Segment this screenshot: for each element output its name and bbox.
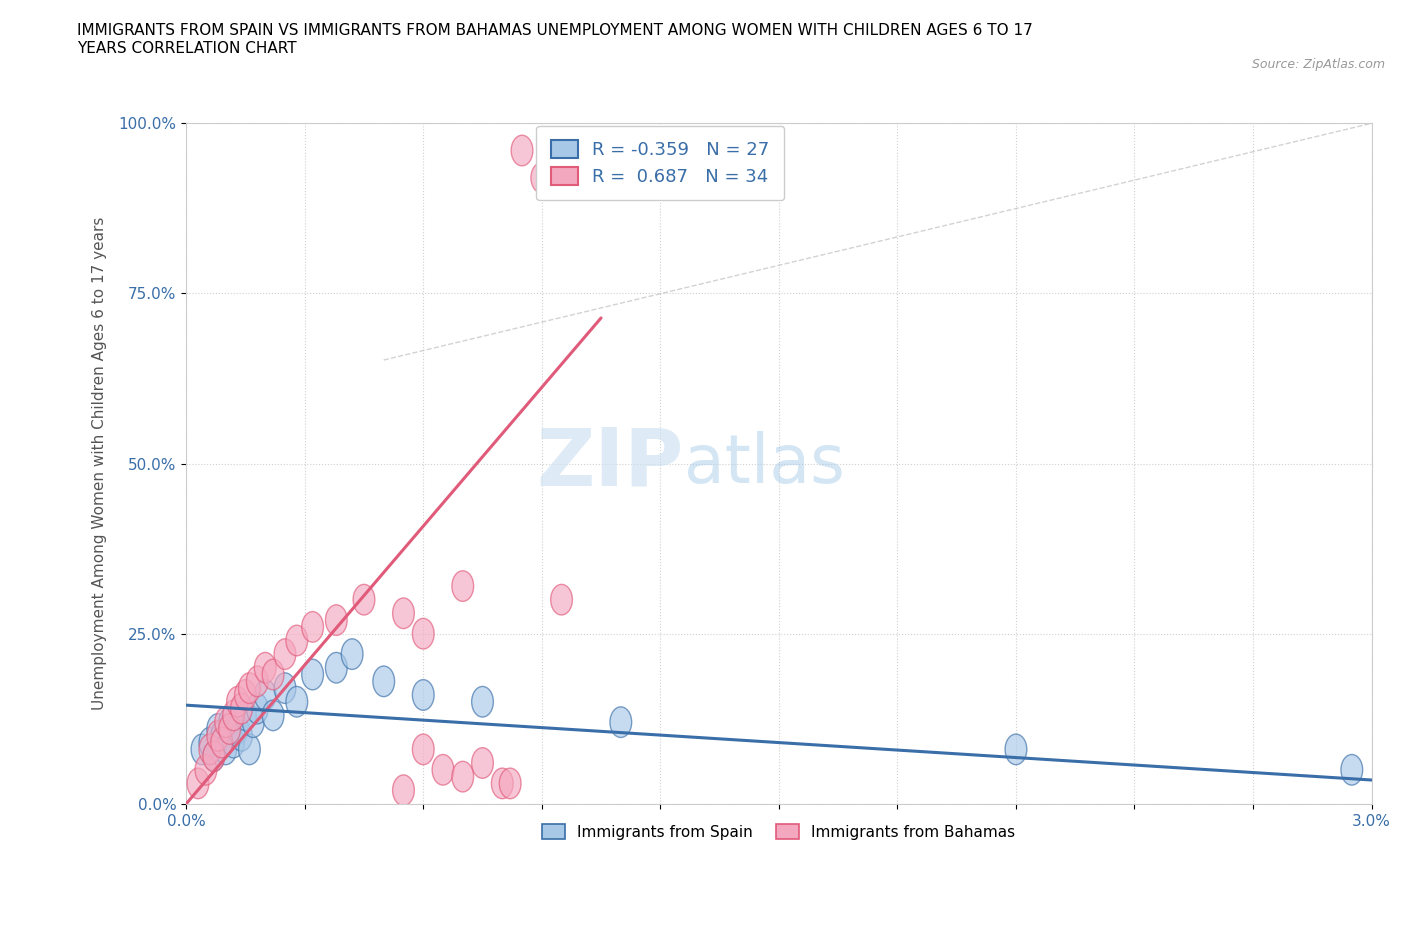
Ellipse shape	[285, 686, 308, 717]
Ellipse shape	[187, 768, 209, 799]
Ellipse shape	[325, 604, 347, 635]
Ellipse shape	[235, 680, 256, 711]
Text: atlas: atlas	[685, 431, 845, 497]
Ellipse shape	[512, 135, 533, 166]
Text: IMMIGRANTS FROM SPAIN VS IMMIGRANTS FROM BAHAMAS UNEMPLOYMENT AMONG WOMEN WITH C: IMMIGRANTS FROM SPAIN VS IMMIGRANTS FROM…	[77, 23, 1033, 56]
Ellipse shape	[246, 666, 269, 697]
Ellipse shape	[215, 707, 236, 737]
Ellipse shape	[242, 707, 264, 737]
Ellipse shape	[219, 707, 240, 737]
Ellipse shape	[239, 672, 260, 703]
Ellipse shape	[202, 741, 225, 772]
Ellipse shape	[207, 713, 229, 744]
Ellipse shape	[551, 584, 572, 615]
Ellipse shape	[254, 680, 276, 711]
Ellipse shape	[222, 727, 245, 758]
Ellipse shape	[432, 754, 454, 785]
Ellipse shape	[195, 754, 217, 785]
Ellipse shape	[492, 768, 513, 799]
Ellipse shape	[1005, 734, 1026, 764]
Ellipse shape	[392, 775, 415, 805]
Ellipse shape	[471, 748, 494, 778]
Legend: Immigrants from Spain, Immigrants from Bahamas: Immigrants from Spain, Immigrants from B…	[534, 816, 1024, 847]
Ellipse shape	[263, 659, 284, 690]
Ellipse shape	[1341, 754, 1362, 785]
Ellipse shape	[302, 659, 323, 690]
Ellipse shape	[254, 653, 276, 683]
Ellipse shape	[226, 686, 249, 717]
Ellipse shape	[231, 721, 252, 751]
Ellipse shape	[226, 713, 249, 744]
Ellipse shape	[412, 734, 434, 764]
Ellipse shape	[274, 672, 295, 703]
Ellipse shape	[471, 686, 494, 717]
Ellipse shape	[325, 653, 347, 683]
Ellipse shape	[610, 707, 631, 737]
Ellipse shape	[274, 639, 295, 670]
Ellipse shape	[285, 625, 308, 656]
Ellipse shape	[499, 768, 522, 799]
Ellipse shape	[231, 693, 252, 724]
Ellipse shape	[263, 700, 284, 731]
Ellipse shape	[235, 700, 256, 731]
Ellipse shape	[412, 680, 434, 711]
Ellipse shape	[211, 727, 232, 758]
Ellipse shape	[239, 734, 260, 764]
Ellipse shape	[200, 734, 221, 764]
Ellipse shape	[200, 727, 221, 758]
Ellipse shape	[353, 584, 375, 615]
Ellipse shape	[531, 163, 553, 193]
Ellipse shape	[215, 734, 236, 764]
Ellipse shape	[392, 598, 415, 629]
Ellipse shape	[412, 618, 434, 649]
Ellipse shape	[302, 612, 323, 643]
Ellipse shape	[207, 721, 229, 751]
Ellipse shape	[451, 571, 474, 602]
Ellipse shape	[211, 721, 232, 751]
Ellipse shape	[202, 741, 225, 772]
Ellipse shape	[451, 762, 474, 792]
Text: ZIP: ZIP	[537, 425, 685, 502]
Ellipse shape	[246, 693, 269, 724]
Ellipse shape	[191, 734, 212, 764]
Ellipse shape	[222, 700, 245, 731]
Ellipse shape	[342, 639, 363, 670]
Ellipse shape	[219, 713, 240, 744]
Y-axis label: Unemployment Among Women with Children Ages 6 to 17 years: Unemployment Among Women with Children A…	[93, 217, 107, 711]
Ellipse shape	[373, 666, 395, 697]
Text: Source: ZipAtlas.com: Source: ZipAtlas.com	[1251, 58, 1385, 71]
